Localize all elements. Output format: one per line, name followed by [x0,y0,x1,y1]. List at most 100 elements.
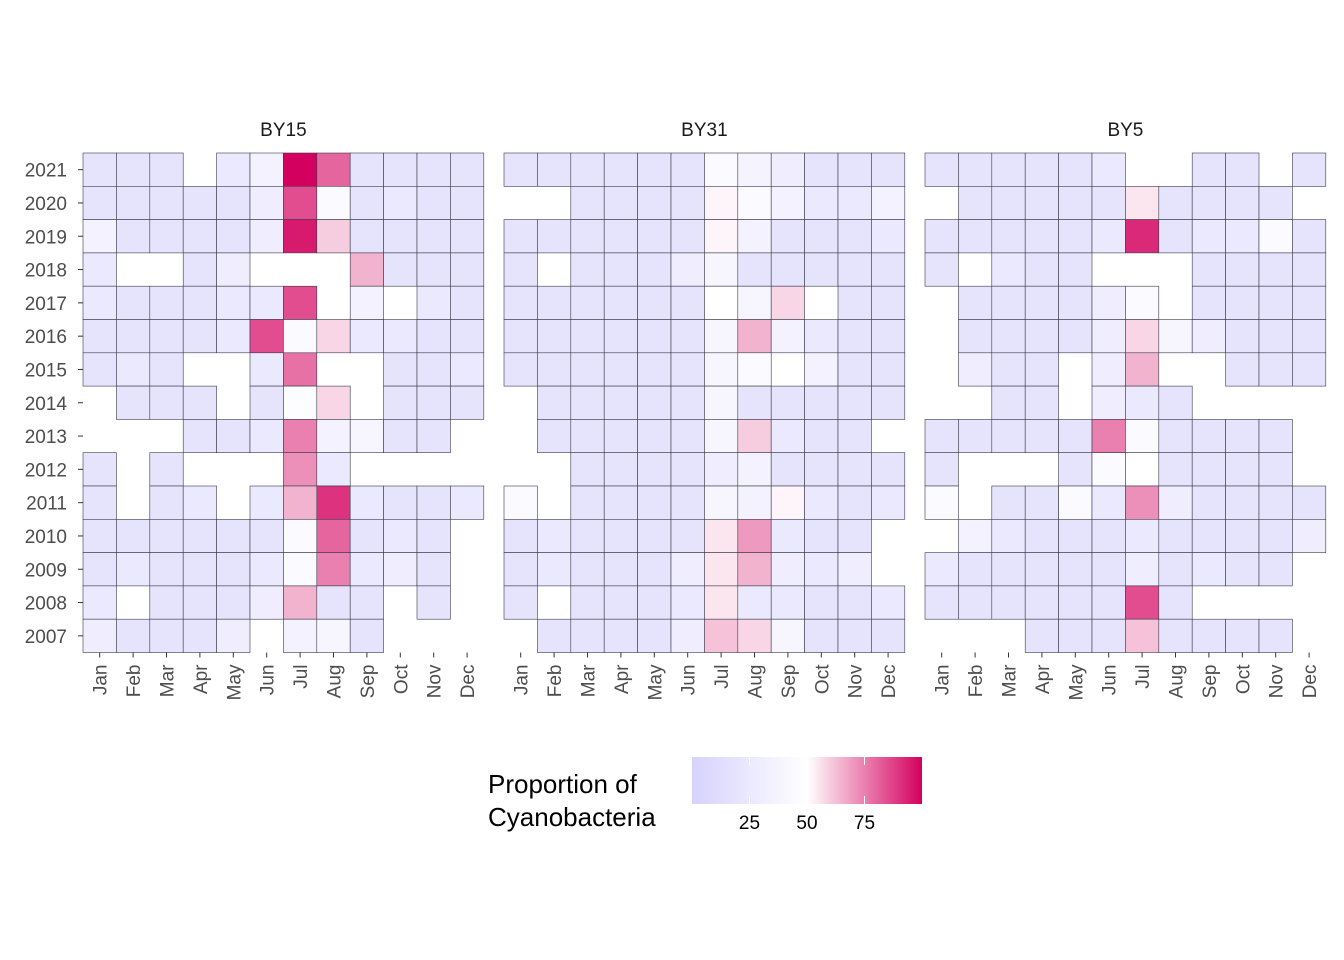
heatmap-cell [603,385,638,420]
heatmap-cell [383,419,418,453]
x-tick-label: Dec [458,665,479,699]
heatmap-cell [958,585,993,620]
heatmap-cell [82,618,117,653]
heatmap-cell [603,252,638,287]
heatmap-cell [149,552,184,587]
heatmap-cell [837,385,872,420]
heatmap-cell [603,618,638,653]
heatmap-cell [249,319,284,354]
heatmap-cell [182,285,217,320]
x-tick-label: Feb [545,665,566,698]
x-tick-label: Jan [91,665,112,696]
heatmap-cell [1191,552,1226,587]
heatmap-cell [1158,319,1193,354]
heatmap-cell [182,518,217,553]
heatmap-cell [82,518,117,553]
heatmap-cell [804,352,839,387]
heatmap-cell [603,552,638,587]
heatmap-cell [837,485,872,520]
heatmap-cell [1158,186,1193,220]
heatmap-cell [283,485,318,520]
y-tick-label: 2008 [25,594,67,615]
heatmap-cell [837,419,872,453]
heatmap-cell [1125,186,1160,220]
heatmap-cell [1158,485,1193,520]
heatmap-cell [871,285,906,320]
heatmap-cell [1058,285,1093,320]
heatmap-cell [1158,385,1193,420]
heatmap-cell [1191,452,1226,487]
heatmap-cell [837,618,872,653]
heatmap-cell [637,585,672,620]
heatmap-cell [216,518,251,553]
heatmap-cell [570,419,605,453]
heatmap-cell [149,219,184,254]
heatmap-cell [537,352,572,387]
heatmap-cell [570,186,605,220]
heatmap-cell [1292,485,1327,520]
heatmap-cell [837,219,872,254]
heatmap-cell [316,452,351,487]
heatmap-cell [958,352,993,387]
heatmap-cell [249,186,284,220]
heatmap-cell [82,485,117,520]
heatmap-cell [637,285,672,320]
heatmap-cell [991,485,1026,520]
heatmap-cell [603,485,638,520]
heatmap-cell [737,252,772,287]
heatmap-cell [737,352,772,387]
heatmap-cell [383,385,418,420]
heatmap-cell [537,518,572,553]
heatmap-cell [182,186,217,220]
heatmap-cell [349,252,384,287]
heatmap-cell [924,452,959,487]
heatmap-cell [1292,319,1327,354]
heatmap-cell [416,552,451,587]
heatmap-cell [316,552,351,587]
heatmap-cell [1091,385,1126,420]
heatmap-cell [1024,419,1059,453]
heatmap-cell [1058,485,1093,520]
heatmap-cell [1024,485,1059,520]
heatmap-cell [116,285,151,320]
heatmap-cell [283,219,318,254]
x-tick-label: Mar [158,664,179,697]
heatmap-cell [503,219,538,254]
heatmap-cell [503,585,538,620]
heatmap-cell [704,385,739,420]
heatmap-cell [216,552,251,587]
heatmap-cell [1058,219,1093,254]
heatmap-cell [670,618,705,653]
heatmap-cell [1125,352,1160,387]
heatmap-cell [1024,618,1059,653]
heatmap-cell [383,219,418,254]
heatmap-cell [637,152,672,187]
heatmap-cell [670,585,705,620]
heatmap-cell [416,252,451,287]
y-tick-label: 2020 [25,194,67,215]
x-tick-label: Jul [712,665,733,689]
heatmap-cell [1125,585,1160,620]
heatmap-cell [149,452,184,487]
heatmap-cell [416,419,451,453]
heatmap-cell [958,186,993,220]
heatmap-cell [991,285,1026,320]
heatmap-cell [1158,518,1193,553]
heatmap-cell [637,618,672,653]
heatmap-cell [1125,552,1160,587]
heatmap-cell [1191,618,1226,653]
heatmap-cell [503,485,538,520]
heatmap-cell [216,186,251,220]
heatmap-cell [283,419,318,453]
heatmap-cell [924,219,959,254]
heatmap-cell [349,186,384,220]
heatmap-cell [737,152,772,187]
x-tick-label: Jun [679,665,700,696]
y-tick-label: 2014 [25,394,68,415]
heatmap-cell [416,219,451,254]
heatmap-cell [1125,385,1160,420]
heatmap-cell [871,485,906,520]
heatmap-cell [383,485,418,520]
panel-title: BY5 [1107,120,1143,141]
heatmap-cell [249,485,284,520]
